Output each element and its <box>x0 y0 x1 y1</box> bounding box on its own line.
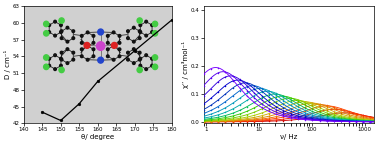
Y-axis label: D / cm⁻¹: D / cm⁻¹ <box>4 50 11 79</box>
X-axis label: θ/ degree: θ/ degree <box>81 134 114 140</box>
X-axis label: ν/ Hz: ν/ Hz <box>280 134 297 140</box>
Y-axis label: χ′′ / cm³mol⁻¹: χ′′ / cm³mol⁻¹ <box>183 41 189 88</box>
